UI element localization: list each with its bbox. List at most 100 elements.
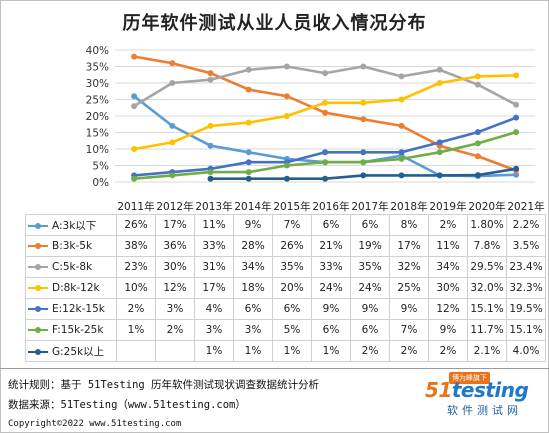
data-point [207,122,214,129]
data-label: 10% [116,277,156,299]
data-label: 9% [350,298,390,320]
data-label: 17% [194,277,234,299]
y-axis: 0% 5% 10% 15% 20% 25% 30% 35% 40% [86,45,109,189]
year-header-row: 2011年 2012年 2013年 2014年 2015年 2016年 2017年 2018年… [25,199,546,215]
chart-title: 历年软件测试从业人员收入情况分布 [122,13,427,34]
data-label: 33% [311,256,351,278]
legend-marker-icon [28,222,48,229]
data-label: 19% [350,235,390,257]
data-label: 1% [272,340,312,362]
data-point [131,53,138,60]
data-label: 1% [116,319,156,341]
data-label: 1% [311,340,351,362]
x-tick-label: 2017年 [350,199,390,215]
data-label: 15.1% [467,298,507,320]
data-label: 3.5% [506,235,546,257]
legend-entry: E:12k-15k [25,298,117,320]
data-label [116,340,156,362]
x-tick-label: 2014年 [233,199,273,215]
data-point [474,81,481,88]
data-label: 15.1% [506,319,546,341]
series-lines [131,53,520,182]
table-row: C:5k-8k 23% 30% 31% 34% 35% 33% 35% 32% 34% 29.5% 2… [25,256,546,278]
data-point [474,73,481,80]
data-label: 35% [350,256,390,278]
legend-entry: F:15k-25k [25,319,117,341]
data-label: 6% [311,319,351,341]
data-point [474,153,481,160]
data-point [169,60,176,67]
data-label: 24% [350,277,390,299]
data-label: 1.80% [467,214,507,236]
data-label: 23.4% [506,256,546,278]
data-point [398,96,405,103]
data-point [398,73,405,80]
data-point [513,165,520,172]
stat-rule-text: 统计规则：基于 51Testing 历年软件测试现状调查数据统计分析 [8,379,320,391]
data-point [245,159,252,166]
data-label: 17% [389,235,429,257]
data-point [245,175,252,182]
legend-marker-icon [28,348,48,355]
data-point [131,146,138,152]
x-tick-label: 2011年 [116,199,156,215]
data-point [283,63,290,70]
data-point [131,175,138,182]
data-point [322,70,329,77]
data-point [360,159,367,166]
data-point [245,169,252,176]
data-point [398,172,405,179]
x-tick-label: 2015年 [272,199,312,215]
data-label: 36% [155,235,195,257]
data-label: 21% [311,235,351,257]
data-label: 26% [116,214,156,236]
data-point [245,86,252,93]
data-label: 28% [233,235,273,257]
data-point [398,122,405,129]
data-point [360,99,367,106]
data-label: 11% [194,214,234,236]
data-label: 7% [272,214,312,236]
data-label: 6% [311,214,351,236]
data-point [131,103,138,110]
data-label: 1% [194,340,234,362]
series-C:5k-8k [131,63,520,110]
data-point [283,113,290,119]
y-tick-label: 15% [86,128,109,140]
series-G:25k以上 [207,165,520,182]
table-row: D:8k-12k 10% 12% 17% 18% 20% 24% 24% 25% 30% 32.0%… [25,277,546,299]
x-tick-label: 2012年 [155,199,195,215]
data-label: 8% [389,214,429,236]
data-point [169,80,176,86]
data-label: 34% [233,256,273,278]
data-label: 25% [389,277,429,299]
data-label: 7.8% [467,235,507,257]
data-point [398,149,405,156]
x-tick-label: 2018年 [389,199,429,215]
data-label: 20% [272,277,312,299]
data-label: 2% [116,298,156,320]
data-label: 32.3% [506,277,546,299]
data-label: 23% [116,256,156,278]
table-row: B:3k-5k 38% 36% 33% 28% 26% 21% 19% 17% 11% 7.8% 3.… [25,235,546,257]
data-label: 4.0% [506,340,546,362]
table-row: A:3k以下 26% 17% 11% 9% 7% 6% 6% 8% 2% 1.80% 2.2% [25,214,546,236]
data-label: 32% [389,256,429,278]
y-tick-label: 10% [86,144,109,156]
y-tick-label: 25% [86,95,109,107]
line-chart: 0% 5% 10% 15% 20% 25% 30% 35% 40% [86,45,536,189]
legend-marker-icon [28,327,48,333]
table-row: F:15k-25k 1% 2% 3% 3% 5% 6% 6% 7% 9% 11.7% 15.1% [25,319,546,341]
data-point [322,159,329,166]
data-label: 11.7% [467,319,507,341]
legend-marker-icon [28,285,48,291]
data-label: 2.2% [506,214,546,236]
data-point [436,149,443,156]
data-point [207,142,214,149]
data-point [322,175,329,182]
y-tick-label: 30% [86,78,109,90]
legend-entry: C:5k-8k [25,256,117,278]
data-label [155,340,195,362]
data-label: 32.0% [467,277,507,299]
data-point [322,109,329,116]
